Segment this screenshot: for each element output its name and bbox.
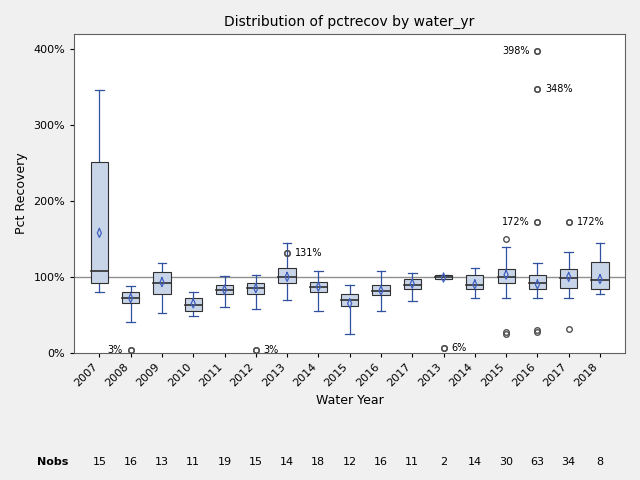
Text: 30: 30 xyxy=(499,457,513,467)
Text: 6%: 6% xyxy=(451,343,467,353)
Text: 18: 18 xyxy=(311,457,326,467)
Bar xyxy=(278,268,296,283)
Text: 63: 63 xyxy=(531,457,545,467)
Text: 11: 11 xyxy=(405,457,419,467)
Bar xyxy=(372,285,390,295)
Text: 398%: 398% xyxy=(502,46,529,56)
Text: 8: 8 xyxy=(596,457,604,467)
Bar xyxy=(247,283,264,294)
Bar xyxy=(310,282,327,292)
Text: 131%: 131% xyxy=(295,249,323,258)
Text: 15: 15 xyxy=(249,457,263,467)
Text: 11: 11 xyxy=(186,457,200,467)
Text: 172%: 172% xyxy=(502,217,529,228)
Text: 12: 12 xyxy=(342,457,356,467)
Bar xyxy=(560,269,577,288)
Text: 172%: 172% xyxy=(577,217,604,228)
Bar xyxy=(466,275,483,289)
Y-axis label: Pct Recovery: Pct Recovery xyxy=(15,153,28,234)
Text: 14: 14 xyxy=(468,457,482,467)
Bar xyxy=(497,269,515,283)
Bar xyxy=(435,276,452,279)
Text: Nobs: Nobs xyxy=(36,457,68,467)
Bar xyxy=(154,272,170,294)
Text: 34: 34 xyxy=(562,457,576,467)
Text: 16: 16 xyxy=(124,457,138,467)
Text: 14: 14 xyxy=(280,457,294,467)
Text: 348%: 348% xyxy=(545,84,573,94)
Bar xyxy=(404,279,421,289)
Bar xyxy=(184,298,202,311)
Bar xyxy=(341,294,358,306)
Bar xyxy=(216,285,233,294)
Text: 15: 15 xyxy=(92,457,106,467)
Bar xyxy=(91,162,108,283)
Text: 16: 16 xyxy=(374,457,388,467)
Text: 2: 2 xyxy=(440,457,447,467)
Text: 13: 13 xyxy=(155,457,169,467)
Bar xyxy=(122,292,140,303)
Text: 19: 19 xyxy=(218,457,232,467)
Bar xyxy=(591,262,609,289)
Bar xyxy=(529,276,546,289)
Text: 3%: 3% xyxy=(108,346,123,356)
X-axis label: Water Year: Water Year xyxy=(316,395,383,408)
Title: Distribution of pctrecov by water_yr: Distribution of pctrecov by water_yr xyxy=(225,15,475,29)
Text: 3%: 3% xyxy=(264,346,279,356)
